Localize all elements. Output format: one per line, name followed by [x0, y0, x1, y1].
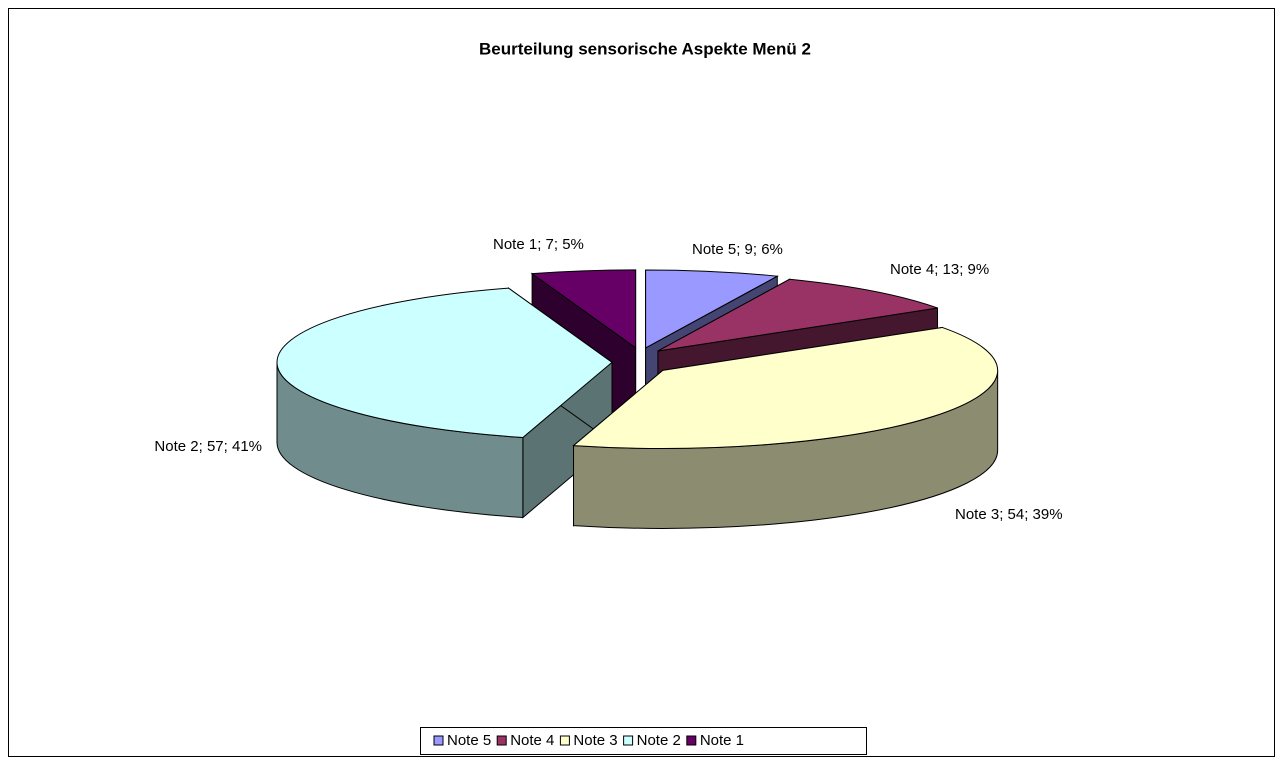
legend-label: Note 3 — [573, 732, 617, 749]
legend-label: Note 2 — [637, 732, 681, 749]
legend-swatch — [433, 735, 444, 746]
data-label: Note 3; 54; 39% — [955, 506, 1063, 523]
chart-border — [8, 8, 1275, 757]
slice-top — [657, 278, 938, 352]
legend-swatch — [686, 735, 697, 746]
legend-box — [420, 727, 867, 755]
legend-label: Note 4 — [510, 732, 554, 749]
data-label: Note 4; 13; 9% — [890, 261, 989, 278]
legend-label: Note 1 — [700, 732, 744, 749]
chart-title: Beurteilung sensorische Aspekte Menü 2 — [479, 39, 811, 58]
legend-label: Note 5 — [447, 732, 491, 749]
slice-top — [572, 326, 999, 449]
slice-top — [530, 269, 637, 349]
data-label: Note 5; 9; 6% — [692, 241, 783, 258]
legend-swatch — [496, 735, 507, 746]
legend-swatch — [559, 735, 570, 746]
slice-top — [645, 269, 779, 349]
data-label: Note 2; 57; 41% — [154, 438, 262, 455]
legend-swatch — [623, 735, 634, 746]
pie-tops — [276, 269, 999, 449]
data-label: Note 1; 7; 5% — [493, 236, 584, 253]
slice-top — [276, 287, 613, 439]
